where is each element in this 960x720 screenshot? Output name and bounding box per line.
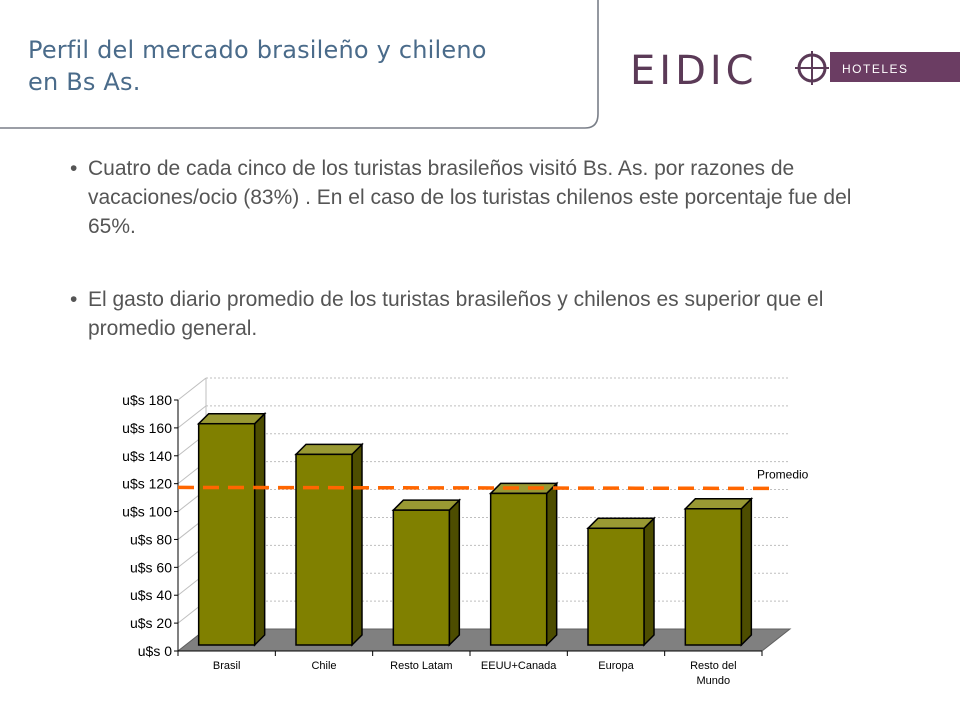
y-tick-label: u$s 80 — [130, 531, 172, 547]
bar-top — [391, 499, 462, 511]
y-tick-label: u$s 180 — [122, 392, 172, 408]
bar-resto-latam — [391, 498, 462, 647]
average-line — [177, 485, 778, 491]
title-line-1: Perfil del mercado brasileño y chileno — [28, 36, 487, 64]
bar-front — [197, 422, 256, 646]
logo-tag: HOTELES — [842, 62, 909, 76]
y-tick-label: u$s 120 — [122, 476, 172, 492]
bar-side — [643, 516, 655, 647]
chart-bars — [196, 411, 754, 647]
y-tick-label: u$s 40 — [130, 587, 172, 603]
logo-wordmark: EIDIC — [630, 48, 758, 94]
bar-front — [489, 492, 548, 646]
bar-brasil — [196, 411, 267, 647]
chart-reference-line: Promedio — [177, 467, 809, 491]
y-tick-label: u$s 100 — [122, 504, 172, 520]
bar-side — [351, 442, 363, 647]
bar-front — [684, 508, 743, 646]
bar-top — [294, 443, 364, 456]
header-frame — [0, 0, 599, 129]
bullet-item-1: • Cuatro de cada cinco de los turistas b… — [70, 154, 870, 241]
bar-top — [586, 517, 656, 530]
bar-resto-del-mundo — [683, 496, 754, 647]
bullet-text-2: El gasto diario promedio de los turistas… — [88, 288, 824, 340]
bar-top — [683, 498, 754, 510]
y-tick-label: u$s 140 — [122, 448, 172, 464]
bar-front — [392, 509, 451, 646]
bullet-dot: • — [70, 157, 78, 180]
bullet-text-1: Cuatro de cada cinco de los turistas bra… — [88, 157, 852, 238]
y-tick-label: u$s 0 — [138, 643, 172, 659]
bullet-dot: • — [70, 288, 78, 311]
chart-x-tick-labels: Brasil Chile Resto Latam EEUU+Canada Europa R… — [213, 660, 737, 687]
average-line-label: Promedio — [757, 467, 809, 481]
y-tick-label: u$s 60 — [130, 559, 172, 575]
y-tick-label: u$s 160 — [122, 420, 172, 436]
bar-top — [196, 412, 267, 425]
spending-bar-chart: Promedio u$s 0u$s 20u$s 40u$s 60u$s 80u$… — [122, 377, 809, 687]
x-tick-label: Europa — [598, 660, 634, 672]
grid-depth-line — [177, 405, 207, 429]
bar-side — [545, 481, 558, 647]
eidico-hoteles-logo: EIDIC HOTELES — [630, 48, 960, 94]
bar-side — [740, 496, 753, 647]
x-tick-label: Resto del — [690, 660, 736, 672]
bar-side — [448, 498, 461, 647]
grid-depth-line — [177, 377, 207, 401]
title-line-2: en Bs As. — [28, 68, 141, 96]
bar-side — [253, 411, 266, 647]
y-tick-label: u$s 20 — [130, 615, 172, 631]
bar-europa — [586, 516, 656, 647]
bar-eeuu-canada — [488, 481, 559, 647]
x-tick-label: Resto Latam — [390, 660, 452, 672]
x-tick-label: EEUU+Canada — [481, 660, 557, 672]
x-tick-label: Mundo — [697, 675, 731, 687]
x-tick-label: Chile — [311, 660, 336, 672]
page-title: Perfil del mercado brasileño y chileno e… — [28, 34, 588, 98]
logo-target-icon — [795, 51, 829, 85]
x-tick-label: Brasil — [213, 660, 241, 672]
chart-axes — [174, 399, 763, 656]
chart-y-tick-labels: u$s 0 u$s 20 u$s 40 u$s 60 u$s 80 u$s 100 u$s … — [122, 392, 172, 659]
bar-front — [295, 453, 353, 646]
bar-chile — [294, 442, 364, 647]
bar-front — [587, 527, 645, 646]
bullet-item-2: • El gasto diario promedio de los turist… — [70, 285, 870, 343]
bar-top — [488, 482, 559, 495]
logo-tag-band — [830, 52, 960, 82]
